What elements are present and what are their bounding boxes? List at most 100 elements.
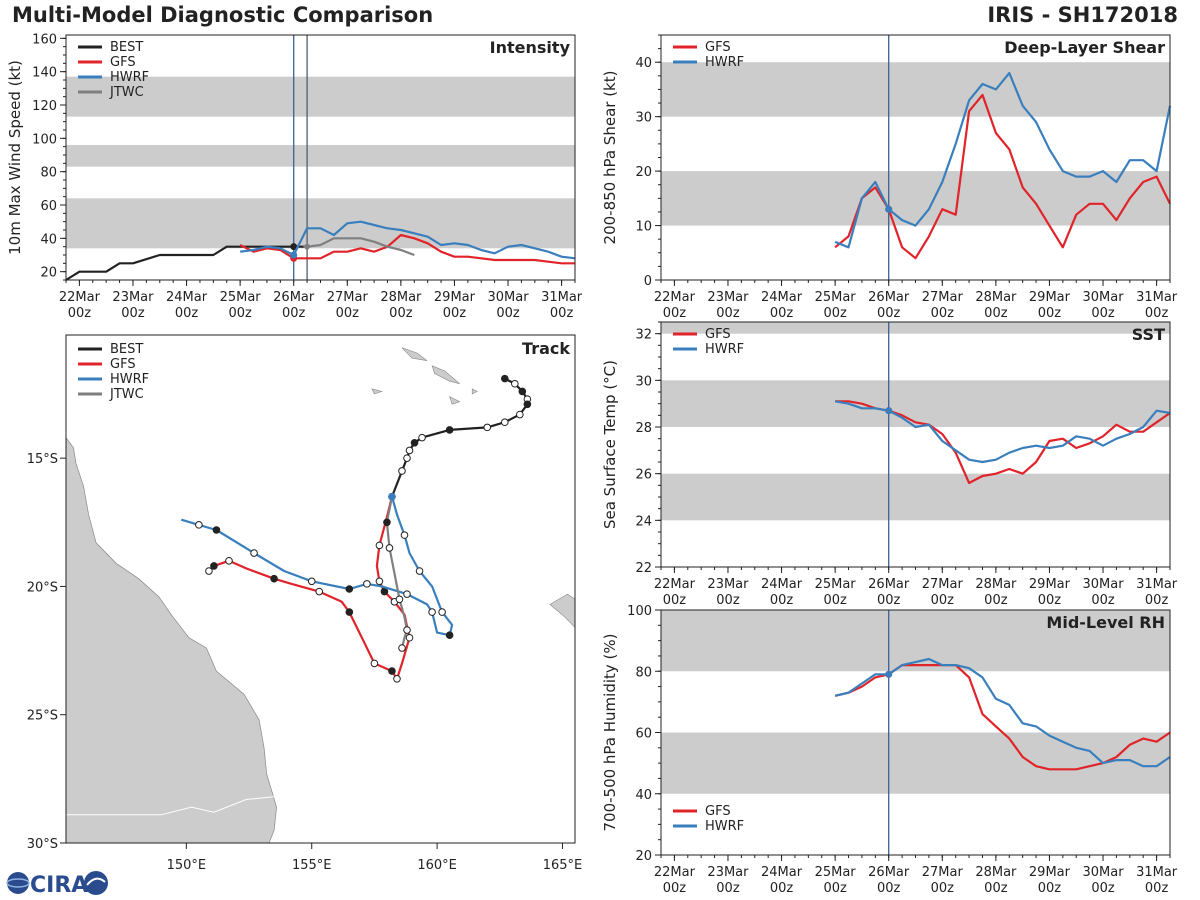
sst-xtick-hour: 00z — [1145, 593, 1169, 608]
intensity-xtick-hour: 00z — [121, 306, 145, 321]
track-point-best — [483, 423, 492, 432]
sst-xtick-hour: 00z — [984, 593, 1008, 608]
track-point-gfs — [315, 587, 324, 596]
track-legend-label: BEST — [110, 342, 143, 357]
sst-xtick-hour: 00z — [663, 593, 687, 608]
intensity-ytick-label: 100 — [32, 132, 57, 147]
rh-ytick-label: 40 — [635, 788, 652, 803]
sst-band — [661, 473, 1170, 521]
intensity-t0-marker — [290, 243, 298, 251]
track-point-gfs — [225, 556, 233, 565]
shear-xtick-hour: 00z — [1038, 306, 1062, 321]
intensity-legend-label: BEST — [110, 40, 143, 55]
sst-ytick-label: 32 — [635, 328, 652, 343]
shear-xtick-day: 24Mar — [761, 290, 803, 305]
rh-xtick-hour: 00z — [770, 881, 794, 896]
shear-xtick-day: 31Mar — [1136, 290, 1178, 305]
rh-xtick-day: 25Mar — [815, 865, 857, 880]
sst-xtick-day: 30Mar — [1082, 577, 1124, 592]
rh-ytick-label: 60 — [635, 727, 652, 742]
track-legend-label: JTWC — [109, 387, 144, 402]
intensity-xtick-day: 28Mar — [380, 290, 422, 305]
rh-ytick-label: 100 — [627, 604, 652, 619]
shear-xtick-day: 23Mar — [707, 290, 749, 305]
rh-xtick-hour: 00z — [663, 881, 687, 896]
rh-xtick-day: 24Mar — [761, 865, 803, 880]
shear-ytick-label: 30 — [635, 111, 652, 126]
sst-xtick-day: 28Mar — [975, 577, 1017, 592]
track-point-hwrf — [195, 521, 203, 529]
sst-xtick-day: 24Mar — [761, 577, 803, 592]
track-point-gfs — [210, 562, 218, 570]
intensity-series-hwrf — [239, 220, 576, 260]
track-lines — [180, 374, 532, 683]
shear-band — [661, 62, 1170, 117]
sst-xtick-hour: 00z — [931, 593, 955, 608]
sst-legend-label: GFS — [705, 327, 731, 342]
track-point-gfs — [388, 667, 396, 675]
shear-xtick-hour: 00z — [877, 306, 901, 321]
shear-xtick-hour: 00z — [716, 306, 740, 321]
rh-xtick-day: 22Mar — [654, 865, 696, 880]
rh-ylabel: 700-500 hPa Humidity (%) — [601, 633, 619, 831]
rh-ytick-label: 20 — [635, 849, 652, 864]
storm-id: IRIS - SH172018 — [987, 3, 1178, 27]
intensity-legend-label: GFS — [110, 55, 136, 70]
track-ytick-label: 30°S — [27, 837, 58, 852]
track-point-hwrf — [345, 585, 354, 593]
track-point-best — [523, 400, 532, 409]
land-layer — [66, 347, 575, 843]
intensity-xtick-hour: 00z — [336, 306, 360, 321]
intensity-xtick-hour: 00z — [68, 306, 92, 321]
shear-ytick-label: 40 — [635, 56, 652, 71]
island — [449, 396, 461, 405]
shear-xtick-hour: 00z — [770, 306, 794, 321]
sst-xtick-hour: 00z — [877, 593, 901, 608]
track-series-gfs — [208, 496, 411, 680]
shear-ytick-label: 20 — [635, 165, 652, 180]
island — [431, 365, 460, 384]
track-point-hwrf — [212, 526, 221, 534]
track-point-gfs — [205, 567, 213, 575]
rh-xtick-hour: 00z — [877, 881, 901, 896]
intensity-xtick-hour: 00z — [389, 306, 413, 321]
rh-xtick-hour: 00z — [984, 881, 1008, 896]
sst-xtick-day: 31Mar — [1136, 577, 1178, 592]
satellite-icon — [84, 871, 108, 895]
rh-xtick-day: 27Mar — [922, 865, 964, 880]
intensity-ytick-label: 140 — [32, 66, 57, 81]
shear-xtick-hour: 00z — [823, 306, 847, 321]
sst-band — [661, 322, 1170, 334]
intensity-panel — [60, 34, 576, 286]
shear-xtick-hour: 00z — [931, 306, 955, 321]
rh-legend-label: HWRF — [705, 819, 744, 834]
rh-xtick-day: 30Mar — [1082, 865, 1124, 880]
rh-xtick-day: 28Mar — [975, 865, 1017, 880]
track-point-jtwc — [398, 644, 406, 652]
shear-ylabel: 200-850 hPa Shear (kt) — [601, 71, 619, 245]
rh-ytick-label: 80 — [635, 665, 652, 680]
intensity-title: Intensity — [490, 38, 571, 57]
intensity-xtick-day: 23Mar — [112, 290, 154, 305]
rh-xtick-hour: 00z — [716, 881, 740, 896]
intensity-band — [66, 198, 575, 249]
sst-xtick-day: 25Mar — [815, 577, 857, 592]
intensity-xtick-day: 27Mar — [327, 290, 369, 305]
intensity-band — [66, 76, 575, 117]
globe-icon — [7, 872, 29, 894]
track-frame — [65, 334, 576, 844]
intensity-xtick-hour: 00z — [496, 306, 520, 321]
track-point-hwrf — [307, 577, 316, 586]
track-point-hwrf — [415, 567, 424, 575]
sst-xtick-day: 27Mar — [922, 577, 964, 592]
track-point-jtwc — [395, 595, 404, 604]
intensity-xtick-hour: 00z — [175, 306, 199, 321]
intensity-t0-marker — [290, 251, 298, 259]
track-point-gfs — [345, 608, 354, 616]
intensity-xtick-day: 31Mar — [541, 290, 583, 305]
shear-xtick-day: 25Mar — [815, 290, 857, 305]
sst-xtick-hour: 00z — [1091, 593, 1115, 608]
sst-xtick-hour: 00z — [1038, 593, 1062, 608]
intensity-series-best — [65, 245, 308, 281]
rh-t0-marker — [885, 670, 893, 678]
